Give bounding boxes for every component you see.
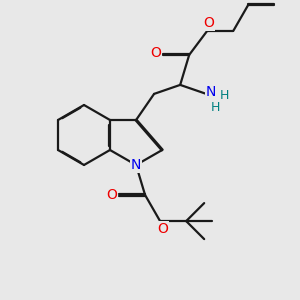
Text: H: H [220,89,230,102]
Text: H: H [211,101,220,114]
Text: N: N [131,158,141,172]
Text: O: O [106,188,117,202]
Text: O: O [203,16,214,30]
Text: N: N [206,85,216,99]
Text: O: O [150,46,161,60]
Text: O: O [158,222,169,236]
